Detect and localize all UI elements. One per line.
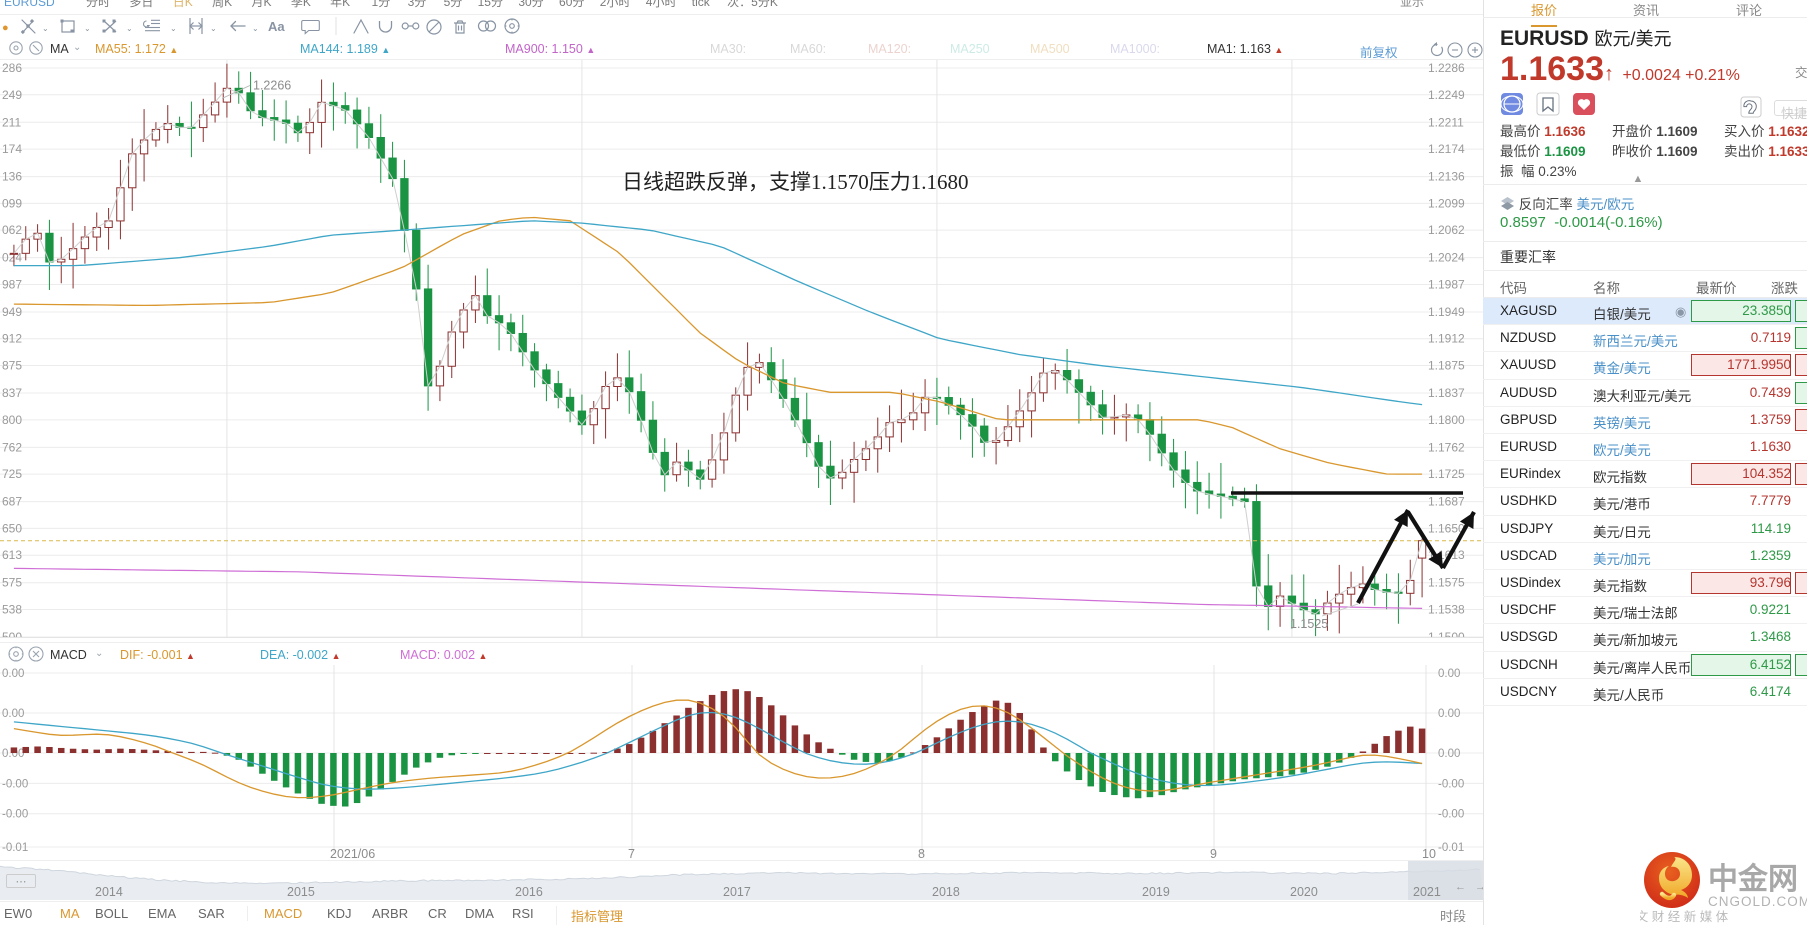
svg-text:-0.00: -0.00 [1438, 809, 1464, 821]
svg-text:CNGOLD.COM.CN: CNGOLD.COM.CN [1708, 894, 1807, 909]
svg-text:286: 286 [2, 61, 22, 75]
svg-text:⌄: ⌄ [170, 24, 177, 33]
svg-text:613: 613 [2, 548, 22, 562]
svg-text:1.1800: 1.1800 [1428, 413, 1465, 427]
svg-text:1.2099: 1.2099 [1428, 196, 1465, 210]
svg-text:1.1949: 1.1949 [1428, 305, 1465, 319]
svg-text:1.1762: 1.1762 [1428, 440, 1465, 454]
svg-text:249: 249 [2, 88, 22, 102]
svg-text:Aa: Aa [268, 19, 285, 34]
svg-text:0.00: 0.00 [2, 708, 24, 720]
svg-text:1.2211: 1.2211 [1428, 115, 1464, 129]
svg-text:800: 800 [2, 413, 22, 427]
svg-text:1.1837: 1.1837 [1428, 386, 1465, 400]
svg-text:1.2249: 1.2249 [1428, 88, 1465, 102]
svg-text:650: 650 [2, 521, 22, 535]
svg-text:949: 949 [2, 305, 22, 319]
svg-text:024: 024 [2, 251, 22, 265]
svg-text:0.00: 0.00 [1438, 668, 1460, 680]
svg-text:211: 211 [2, 115, 21, 129]
svg-text:1.1538: 1.1538 [1428, 602, 1465, 616]
svg-text:●: ● [2, 22, 9, 34]
svg-text:0.00: 0.00 [2, 668, 24, 680]
svg-text:174: 174 [2, 142, 22, 156]
svg-text:0.00: 0.00 [1438, 748, 1460, 760]
svg-text:762: 762 [2, 440, 22, 454]
svg-text:837: 837 [2, 386, 22, 400]
svg-text:1.1650: 1.1650 [1428, 521, 1465, 535]
svg-text:538: 538 [2, 602, 22, 616]
svg-text:1.2174: 1.2174 [1428, 142, 1465, 156]
svg-text:0.00: 0.00 [1438, 708, 1460, 720]
svg-text:062: 062 [2, 223, 22, 237]
svg-text:-0.00: -0.00 [2, 809, 28, 821]
svg-text:987: 987 [2, 277, 22, 291]
svg-text:中金网: 中金网 [1708, 862, 1798, 896]
svg-text:1.2266: 1.2266 [253, 78, 291, 92]
svg-text:1.1912: 1.1912 [1428, 332, 1465, 346]
svg-text:中 文 财 经 新 媒 体: 中 文 财 经 新 媒 体 [1640, 909, 1729, 924]
svg-text:1.2136: 1.2136 [1428, 170, 1465, 184]
svg-text:1.1575: 1.1575 [1428, 576, 1465, 590]
svg-text:-0.00: -0.00 [2, 778, 28, 790]
svg-text:⌄: ⌄ [42, 24, 49, 33]
svg-text:687: 687 [2, 495, 22, 509]
svg-text:1.1687: 1.1687 [1428, 495, 1465, 509]
svg-text:099: 099 [2, 196, 22, 210]
svg-text:725: 725 [2, 467, 22, 481]
svg-text:500: 500 [2, 630, 22, 638]
svg-text:1.2286: 1.2286 [1428, 61, 1465, 75]
svg-text:⌄: ⌄ [84, 24, 91, 33]
svg-text:1.1525: 1.1525 [1290, 617, 1328, 631]
svg-text:1.1500: 1.1500 [1428, 630, 1465, 638]
svg-text:⌄: ⌄ [210, 24, 217, 33]
svg-text:1.2024: 1.2024 [1428, 251, 1465, 265]
svg-text:⌄: ⌄ [126, 24, 133, 33]
svg-text:875: 875 [2, 359, 22, 373]
svg-text:⌄: ⌄ [252, 24, 259, 33]
svg-text:1.1875: 1.1875 [1428, 359, 1465, 373]
svg-text:1.2062: 1.2062 [1428, 223, 1465, 237]
svg-text:136: 136 [2, 170, 22, 184]
svg-text:575: 575 [2, 576, 22, 590]
svg-text:1.1725: 1.1725 [1428, 467, 1465, 481]
svg-text:-0.00: -0.00 [1438, 778, 1464, 790]
svg-text:1.1987: 1.1987 [1428, 277, 1465, 291]
svg-text:912: 912 [2, 332, 22, 346]
